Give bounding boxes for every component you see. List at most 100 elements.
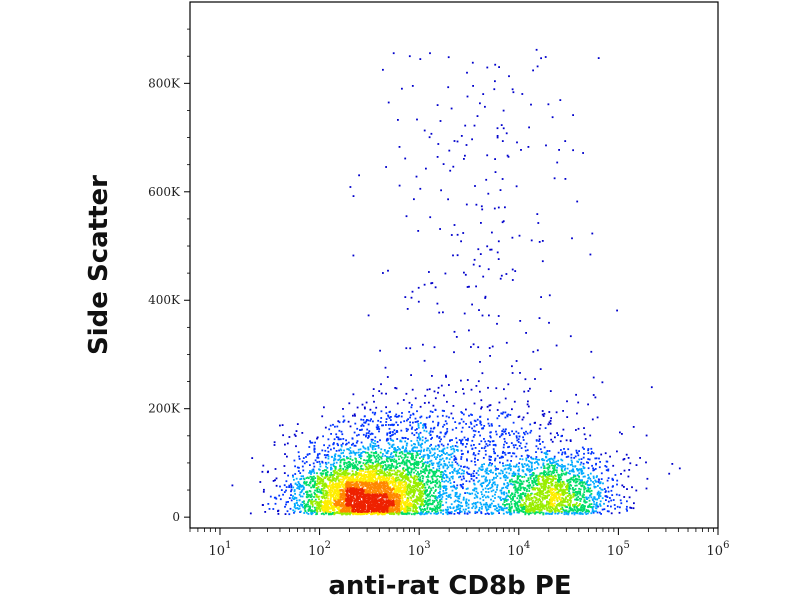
event-dot [405, 449, 408, 452]
event-dot [423, 483, 426, 485]
event-dot [377, 469, 380, 472]
event-dot [385, 421, 388, 423]
event-dot [367, 463, 370, 466]
event-dot [436, 482, 438, 485]
event-dot [561, 459, 564, 462]
event-dot [426, 483, 429, 486]
event-dot [600, 513, 602, 515]
event-dot [525, 505, 528, 507]
event-dot [309, 494, 311, 497]
event-dot [409, 463, 412, 465]
event-dot [419, 513, 422, 515]
event-dot [541, 485, 543, 488]
event-dot [568, 502, 571, 505]
event-dot [397, 424, 399, 426]
event-dot [375, 464, 377, 467]
event-dot [527, 506, 529, 508]
event-dot [564, 488, 567, 491]
event-dot [569, 439, 572, 442]
event-dot [396, 466, 399, 469]
event-dot [284, 513, 287, 515]
event-dot [632, 507, 635, 510]
event-dot [383, 460, 386, 463]
event-dot [402, 486, 404, 489]
event-dot [456, 254, 459, 257]
event-dot [570, 459, 573, 462]
event-dot [352, 450, 355, 453]
event-dot [313, 500, 316, 502]
event-dot [560, 500, 562, 503]
event-dot [423, 423, 425, 426]
event-dot [516, 504, 519, 507]
event-dot [394, 387, 397, 389]
event-dot [584, 438, 587, 440]
event-dot [298, 485, 301, 488]
event-dot [446, 506, 449, 509]
event-dot [504, 498, 506, 500]
event-dot [534, 511, 537, 514]
event-dot [354, 414, 356, 417]
event-dot [439, 484, 442, 486]
event-dot [402, 484, 404, 487]
event-dot [404, 486, 406, 488]
event-dot [445, 374, 447, 377]
event-dot [517, 473, 520, 476]
event-dot [336, 511, 339, 513]
event-dot [496, 454, 499, 457]
event-dot [537, 479, 539, 481]
event-dot [567, 455, 570, 458]
event-dot [481, 507, 483, 510]
event-dot [552, 479, 554, 482]
event-dot [472, 453, 475, 456]
event-dot [574, 498, 576, 501]
event-dot [451, 489, 454, 492]
event-dot [480, 512, 483, 515]
event-dot [312, 462, 315, 465]
event-dot [611, 478, 614, 481]
event-dot [538, 440, 540, 442]
event-dot [582, 465, 585, 468]
event-dot [453, 448, 455, 451]
event-dot [368, 457, 371, 460]
event-dot [510, 497, 512, 500]
event-dot [452, 507, 455, 510]
event-dot [541, 493, 544, 496]
event-dot [565, 496, 568, 499]
event-dot [326, 494, 328, 497]
event-dot [568, 510, 571, 512]
event-dot [576, 474, 579, 476]
event-dot [503, 451, 506, 454]
event-dot [362, 511, 365, 514]
event-dot [332, 465, 335, 467]
event-dot [404, 448, 407, 451]
event-dot [562, 504, 564, 506]
event-dot [574, 478, 577, 481]
event-dot [354, 453, 357, 456]
event-dot [427, 465, 430, 467]
event-dot [487, 192, 490, 195]
event-dot [535, 439, 538, 442]
event-dot [583, 452, 585, 455]
event-dot [372, 465, 375, 468]
event-dot [375, 469, 377, 472]
event-dot [537, 463, 540, 466]
event-dot [322, 490, 325, 492]
event-dot [562, 497, 565, 500]
event-dot [543, 470, 546, 472]
event-dot [393, 460, 396, 463]
event-dot [293, 490, 296, 493]
event-dot [588, 476, 590, 479]
event-dot [466, 443, 468, 445]
event-dot [317, 491, 320, 493]
event-dot [581, 504, 584, 506]
event-dot [342, 442, 344, 445]
event-dot [450, 496, 452, 499]
event-dot [585, 501, 588, 503]
event-dot [433, 390, 436, 393]
event-dot [600, 488, 603, 491]
event-dot [394, 415, 397, 418]
event-dot [442, 451, 445, 453]
event-dot [507, 508, 510, 511]
event-dot [549, 486, 551, 489]
event-dot [525, 442, 528, 445]
